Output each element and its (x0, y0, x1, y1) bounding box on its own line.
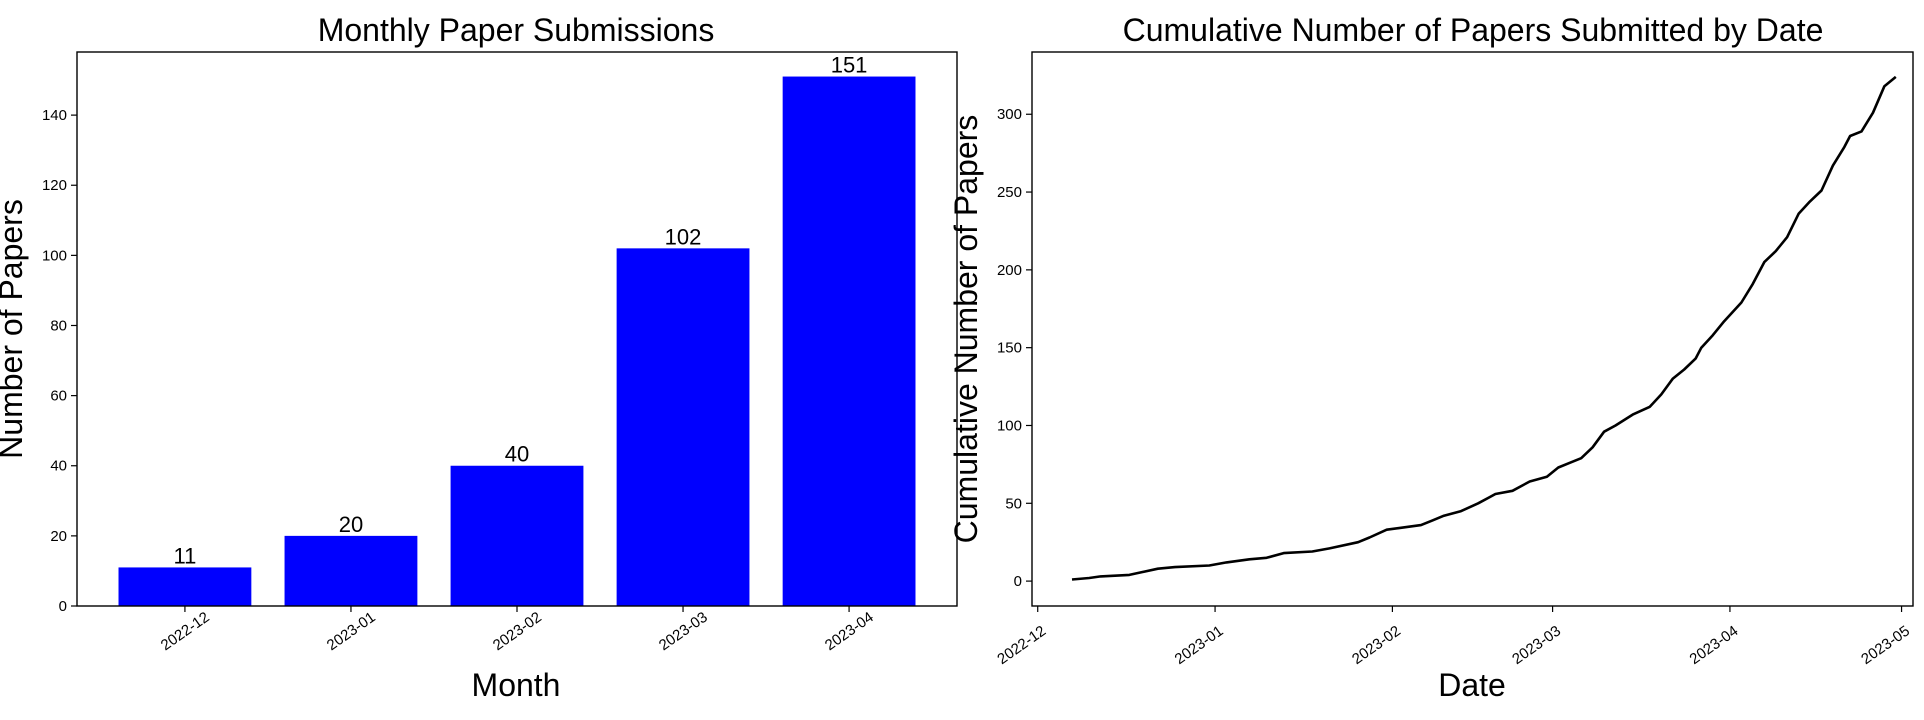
y-tick-label: 300 (997, 106, 1022, 123)
x-tick-label: 2022-12 (158, 609, 213, 655)
bar (616, 248, 750, 606)
y-tick-label: 40 (50, 458, 67, 475)
y-tick-label: 0 (59, 598, 67, 615)
y-tick-label: 250 (997, 184, 1022, 201)
x-tick-label: 2023-01 (1172, 622, 1227, 668)
y-axis-ticks: 0 20 40 60 80 100 120 140 (42, 107, 77, 615)
x-axis-ticks: 2022-12 2023-01 2023-02 2023-03 2023-04 (158, 606, 877, 654)
bar-value-label: 20 (339, 512, 363, 537)
chart-title: Cumulative Number of Papers Submitted by… (1123, 12, 1824, 48)
y-tick-label: 50 (1005, 495, 1022, 512)
x-tick-label: 2023-03 (656, 609, 711, 655)
bar (118, 567, 252, 606)
plot-frame (1031, 51, 1914, 607)
x-axis-label: Month (472, 667, 561, 703)
y-tick-label: 0 (1014, 573, 1022, 590)
bar (284, 535, 418, 606)
y-axis-label: Number of Papers (0, 199, 29, 459)
x-tick-label: 2023-05 (1858, 622, 1913, 668)
y-tick-label: 20 (50, 528, 67, 545)
bar-value-label: 102 (665, 224, 702, 249)
y-tick-label: 100 (42, 247, 67, 264)
y-axis-ticks: 0 50 100 150 200 250 300 (997, 106, 1032, 590)
bar-value-label: 40 (505, 442, 529, 467)
cumulative-submissions-chart: Cumulative Number of Papers Submitted by… (948, 12, 1914, 703)
x-tick-label: 2023-03 (1509, 622, 1564, 668)
y-tick-label: 60 (50, 388, 67, 405)
y-axis-label: Cumulative Number of Papers (948, 115, 984, 544)
data-label-group: 11 20 40 102 151 (174, 53, 868, 569)
x-tick-label: 2023-04 (1687, 622, 1742, 668)
bar (782, 76, 916, 606)
y-tick-label: 100 (997, 417, 1022, 434)
bar-value-label: 11 (174, 543, 197, 568)
bar-group (118, 76, 916, 606)
bar (450, 465, 584, 606)
y-tick-label: 120 (42, 177, 67, 194)
y-tick-label: 150 (997, 340, 1022, 357)
x-tick-label: 2023-04 (822, 609, 877, 655)
x-tick-label: 2023-01 (324, 609, 379, 655)
y-tick-label: 200 (997, 262, 1022, 279)
x-axis-label: Date (1438, 667, 1506, 703)
x-tick-label: 2022-12 (994, 622, 1049, 668)
chart-title: Monthly Paper Submissions (318, 12, 715, 48)
y-tick-label: 140 (42, 107, 67, 124)
series-line (1071, 75, 1897, 581)
x-tick-label: 2023-02 (490, 609, 545, 655)
x-axis-ticks: 2022-12 2023-01 2023-02 2023-03 2023-04 2023-… (994, 606, 1913, 668)
bar-value-label: 151 (831, 53, 868, 78)
y-tick-label: 80 (50, 317, 67, 334)
monthly-submissions-chart: Monthly Paper Submissions 11 20 40 102 151 0… (0, 12, 958, 703)
x-tick-label: 2023-02 (1349, 622, 1404, 668)
